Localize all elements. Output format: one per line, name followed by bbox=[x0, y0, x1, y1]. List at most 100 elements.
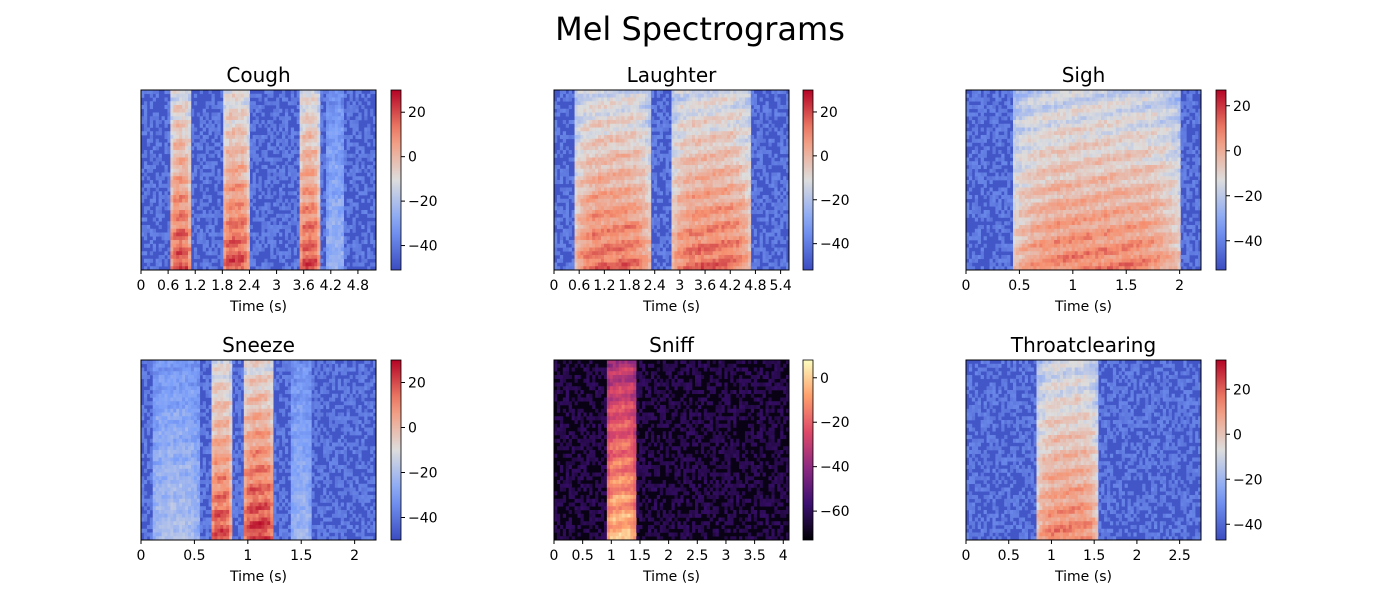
x-tick-label: 1 bbox=[607, 548, 616, 564]
x-tick-label: 3 bbox=[675, 278, 684, 294]
colorbar-tick-label: −20 bbox=[408, 194, 438, 210]
colorbar bbox=[802, 359, 814, 541]
x-tick-label: 3.6 bbox=[293, 278, 315, 294]
x-tick-label: 2.5 bbox=[1169, 548, 1191, 564]
x-tick-label: 0.5 bbox=[572, 548, 594, 564]
x-tick-label: 2.4 bbox=[238, 278, 260, 294]
axes-frame bbox=[140, 89, 377, 271]
x-tick-label: 0.6 bbox=[568, 278, 590, 294]
x-tick-label: 2 bbox=[664, 548, 673, 564]
colorbar-tick-label: −20 bbox=[408, 466, 438, 482]
colorbar-tick-label: −40 bbox=[408, 239, 438, 255]
x-tick-label: 4 bbox=[779, 548, 788, 564]
x-axis-label: Time (s) bbox=[1054, 569, 1112, 585]
panel-title: Cough bbox=[226, 63, 290, 87]
x-tick-label: 4.8 bbox=[744, 278, 766, 294]
colorbar-tick-label: 0 bbox=[408, 150, 417, 166]
heatmap-cells bbox=[966, 90, 1201, 270]
x-tick-label: 0.5 bbox=[1008, 278, 1030, 294]
colorbar-tick-label: 0 bbox=[820, 149, 829, 165]
spectrogram-panel-cough: Cough 0 0.6 1.2 1.8 2.4 3 3.6 4.2 4.8 Time (s) 20 0 −… bbox=[137, 63, 438, 315]
colorbar-tick-label: 20 bbox=[1233, 99, 1251, 115]
panel-title: Sigh bbox=[1062, 63, 1106, 87]
x-tick-label: 0 bbox=[550, 278, 559, 294]
colorbar bbox=[390, 359, 402, 541]
colorbar-tick-label: 20 bbox=[408, 376, 426, 392]
x-tick-label: 1.5 bbox=[1115, 278, 1137, 294]
x-tick-label: 2 bbox=[1132, 548, 1141, 564]
heatmap-cells bbox=[141, 90, 376, 270]
colorbar-tick-label: −40 bbox=[1233, 517, 1263, 533]
heatmap-cells bbox=[141, 360, 376, 540]
x-tick-label: 5.4 bbox=[769, 278, 791, 294]
x-axis-label: Time (s) bbox=[642, 299, 700, 315]
x-tick-label: 1 bbox=[1068, 278, 1077, 294]
axes-frame bbox=[965, 359, 1202, 541]
colorbar bbox=[802, 89, 814, 271]
panel-title: Sniff bbox=[649, 333, 695, 357]
x-tick-label: 1.2 bbox=[184, 278, 206, 294]
colorbar-tick-label: −20 bbox=[1233, 189, 1263, 205]
spectrogram-panel-throatclearing: Throatclearing 0 0.5 1 1.5 2 2.5 Time (s) 20 0 −20… bbox=[962, 333, 1263, 585]
colorbar-tick-label: 0 bbox=[1233, 144, 1242, 160]
x-tick-label: 3.6 bbox=[694, 278, 716, 294]
x-tick-label: 0.5 bbox=[183, 548, 205, 564]
colorbar bbox=[1215, 89, 1227, 271]
x-axis-label: Time (s) bbox=[642, 569, 700, 585]
x-tick-label: 2.5 bbox=[686, 548, 708, 564]
x-tick-label: 3.5 bbox=[743, 548, 765, 564]
colorbar-tick-label: −20 bbox=[820, 415, 850, 431]
colorbar-tick-label: −40 bbox=[820, 237, 850, 253]
x-tick-label: 0 bbox=[137, 548, 146, 564]
panel-title: Sneeze bbox=[222, 333, 295, 357]
colorbar-tick-label: −20 bbox=[1233, 472, 1263, 488]
x-tick-label: 1.8 bbox=[618, 278, 640, 294]
x-tick-label: 1.5 bbox=[629, 548, 651, 564]
x-tick-label: 2 bbox=[350, 548, 359, 564]
colorbar-tick-label: 0 bbox=[408, 421, 417, 437]
colorbar-tick-label: −20 bbox=[820, 193, 850, 209]
colorbar-tick-label: −40 bbox=[408, 511, 438, 527]
colorbar-tick-label: −60 bbox=[820, 504, 850, 520]
x-tick-label: 4.8 bbox=[347, 278, 369, 294]
x-tick-label: 1.8 bbox=[211, 278, 233, 294]
x-tick-label: 0 bbox=[962, 548, 971, 564]
x-tick-label: 0.6 bbox=[157, 278, 179, 294]
x-tick-label: 1.5 bbox=[1083, 548, 1105, 564]
spectrogram-panel-sigh: Sigh 0 0.5 1 1.5 2 Time (s) 20 0 −20 −40 bbox=[962, 63, 1263, 315]
colorbar-tick-label: 20 bbox=[820, 105, 838, 121]
x-axis-label: Time (s) bbox=[1054, 299, 1112, 315]
spectrogram-panel-sniff: Sniff 0 0.5 1 1.5 2 2.5 3 3.5 4 Time (s) 0 −20 −40 −60 bbox=[550, 333, 850, 585]
x-tick-label: 4.2 bbox=[320, 278, 342, 294]
spectrogram-panel-laughter: Laughter 0 0.6 1.2 1.8 2.4 3 3.6 4.2 4.8 5.4 Time (… bbox=[550, 63, 850, 315]
heatmap-cells bbox=[966, 360, 1201, 540]
colorbar-tick-label: −40 bbox=[1233, 234, 1263, 250]
x-tick-label: 4.2 bbox=[719, 278, 741, 294]
panel-title: Throatclearing bbox=[1010, 333, 1156, 357]
axes-frame bbox=[965, 89, 1202, 271]
axes-frame bbox=[553, 89, 790, 271]
x-tick-label: 0 bbox=[550, 548, 559, 564]
x-tick-label: 0 bbox=[137, 278, 146, 294]
figure-title: Mel Spectrograms bbox=[555, 10, 845, 48]
colorbar bbox=[390, 89, 402, 271]
spectrogram-panel-sneeze: Sneeze 0 0.5 1 1.5 2 Time (s) 20 0 −20 −40 bbox=[137, 333, 438, 585]
x-tick-label: 1 bbox=[1047, 548, 1056, 564]
x-tick-label: 0 bbox=[962, 278, 971, 294]
x-tick-label: 2 bbox=[1175, 278, 1184, 294]
x-tick-label: 1 bbox=[243, 548, 252, 564]
heatmap-cells bbox=[554, 90, 789, 270]
x-tick-label: 2.4 bbox=[644, 278, 666, 294]
x-tick-label: 3 bbox=[272, 278, 281, 294]
heatmap-cells bbox=[554, 360, 789, 540]
colorbar-tick-label: 20 bbox=[1233, 382, 1251, 398]
colorbar-tick-label: 20 bbox=[408, 105, 426, 121]
axes-frame bbox=[553, 359, 790, 541]
axes-frame bbox=[140, 359, 377, 541]
x-tick-label: 3 bbox=[721, 548, 730, 564]
x-axis-label: Time (s) bbox=[229, 569, 287, 585]
x-tick-label: 1.2 bbox=[593, 278, 615, 294]
x-axis-label: Time (s) bbox=[229, 299, 287, 315]
colorbar-tick-label: −40 bbox=[820, 460, 850, 476]
